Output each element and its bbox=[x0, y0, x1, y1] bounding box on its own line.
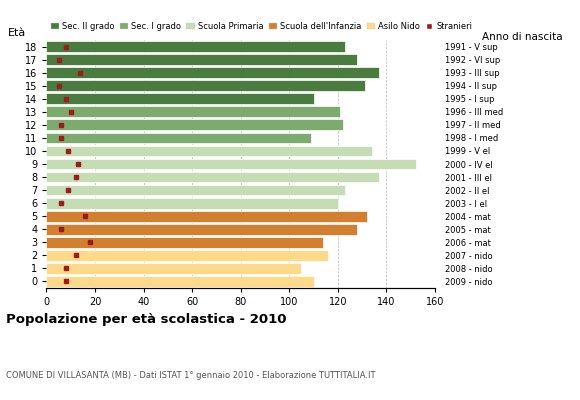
Bar bbox=[46, 224, 357, 235]
Bar bbox=[46, 80, 365, 91]
Bar bbox=[46, 41, 345, 52]
Bar bbox=[46, 250, 328, 261]
Bar bbox=[46, 54, 357, 65]
Text: COMUNE DI VILLASANTA (MB) - Dati ISTAT 1° gennaio 2010 - Elaborazione TUTTITALIA: COMUNE DI VILLASANTA (MB) - Dati ISTAT 1… bbox=[6, 371, 375, 380]
Bar bbox=[46, 185, 345, 196]
Bar bbox=[46, 93, 314, 104]
Bar bbox=[46, 237, 323, 248]
Bar bbox=[46, 276, 314, 287]
Text: Popolazione per età scolastica - 2010: Popolazione per età scolastica - 2010 bbox=[6, 313, 287, 326]
Bar bbox=[46, 106, 340, 117]
Bar bbox=[46, 263, 302, 274]
Legend: Sec. II grado, Sec. I grado, Scuola Primaria, Scuola dell'Infanzia, Asilo Nido, : Sec. II grado, Sec. I grado, Scuola Prim… bbox=[50, 22, 473, 31]
Bar bbox=[46, 132, 311, 143]
Bar bbox=[46, 67, 379, 78]
Bar bbox=[46, 146, 372, 156]
Bar bbox=[46, 120, 343, 130]
Bar bbox=[46, 159, 415, 169]
Bar bbox=[46, 198, 338, 208]
Bar bbox=[46, 211, 367, 222]
Text: Età: Età bbox=[8, 28, 26, 38]
Text: Anno di nascita: Anno di nascita bbox=[482, 32, 563, 42]
Bar bbox=[46, 172, 379, 182]
